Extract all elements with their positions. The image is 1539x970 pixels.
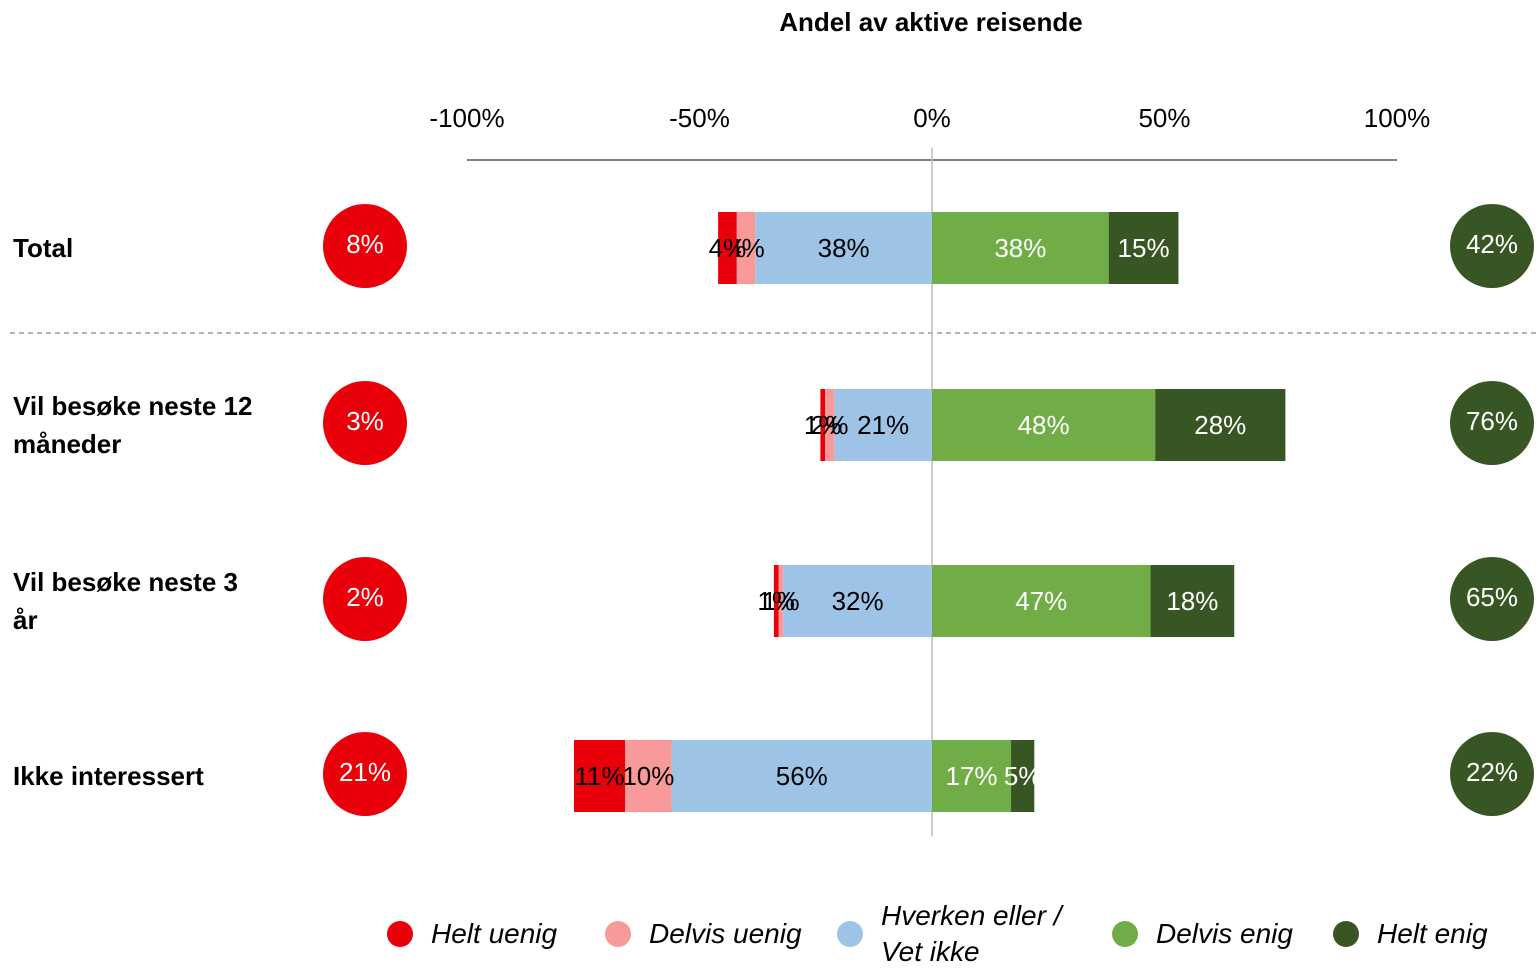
total-label: 76%	[1466, 406, 1518, 436]
x-tick-label: 0%	[913, 103, 951, 133]
x-tick-label: -100%	[429, 103, 504, 133]
value-label: 17%	[946, 761, 998, 791]
x-tick-label: 50%	[1138, 103, 1190, 133]
legend-marker	[387, 921, 413, 947]
value-label: 32%	[832, 586, 884, 616]
value-label: 1%	[804, 410, 842, 440]
value-label: 2%	[811, 410, 849, 440]
bar-segment	[1150, 565, 1235, 637]
value-label: 48%	[1018, 410, 1070, 440]
bar-segment	[834, 389, 932, 461]
value-label: 38%	[994, 233, 1046, 263]
value-label: 11%	[574, 761, 624, 791]
x-tick-label: -50%	[669, 103, 730, 133]
bar-segment	[932, 389, 1156, 461]
value-label: 18%	[1166, 586, 1218, 616]
value-label: 38%	[818, 233, 870, 263]
bar-segment	[773, 565, 779, 637]
total-label: 22%	[1466, 757, 1518, 787]
bar-segment	[820, 389, 826, 461]
legend-marker	[605, 921, 631, 947]
bar-segment	[671, 740, 932, 812]
total-label: 8%	[346, 229, 384, 259]
total-label: 65%	[1466, 582, 1518, 612]
total-badge	[1450, 557, 1534, 641]
total-label: 2%	[346, 582, 384, 612]
category-label: Vil besøke neste 3 år	[13, 567, 238, 635]
value-label: 4%	[709, 233, 747, 263]
bar-segment	[736, 212, 756, 284]
total-badge	[1450, 204, 1534, 288]
total-badge	[1450, 381, 1534, 465]
legend-marker	[1112, 921, 1138, 947]
bar-segment	[932, 740, 1012, 812]
legend-label: Helt uenig	[431, 918, 558, 949]
bar-segment	[755, 212, 932, 284]
x-tick-label: 100%	[1364, 103, 1431, 133]
total-badge	[323, 732, 407, 816]
value-label: 10%	[622, 761, 674, 791]
total-badge	[1450, 732, 1534, 816]
value-label: 21%	[857, 410, 909, 440]
value-label: 47%	[1015, 586, 1067, 616]
value-label: 1%	[757, 586, 795, 616]
total-badge	[323, 557, 407, 641]
bar-segment	[783, 565, 932, 637]
total-badge	[323, 381, 407, 465]
bar-segment	[718, 212, 737, 284]
bar-segment	[1155, 389, 1286, 461]
value-label: 56%	[776, 761, 828, 791]
legend-marker	[837, 921, 863, 947]
category-label: Total	[13, 233, 74, 263]
value-label: 5%	[1004, 761, 1042, 791]
bar-segment	[573, 740, 626, 812]
bar-segment	[778, 565, 784, 637]
bar-segment	[825, 389, 835, 461]
bar-segment	[625, 740, 672, 812]
total-label: 21%	[339, 757, 391, 787]
total-label: 3%	[346, 406, 384, 436]
value-label: 15%	[1118, 233, 1170, 263]
total-label: 42%	[1466, 229, 1518, 259]
total-badge	[323, 204, 407, 288]
legend-label: Delvis uenig	[649, 918, 802, 949]
category-label: Ikke interessert	[13, 761, 204, 791]
legend-label: Helt enig	[1377, 918, 1488, 949]
bar-segment	[932, 212, 1109, 284]
legend-label: Hverken eller / Vet ikke	[881, 900, 1062, 967]
bar-segment	[932, 565, 1151, 637]
value-label: 28%	[1194, 410, 1246, 440]
bar-segment	[1011, 740, 1035, 812]
chart-title: Andel av aktive reisende	[779, 7, 1082, 37]
legend-label: Delvis enig	[1156, 918, 1293, 949]
value-label: 1%	[762, 586, 800, 616]
bar-segment	[1108, 212, 1179, 284]
legend-marker	[1333, 921, 1359, 947]
category-label: Vil besøke neste 12 måneder	[13, 391, 253, 459]
